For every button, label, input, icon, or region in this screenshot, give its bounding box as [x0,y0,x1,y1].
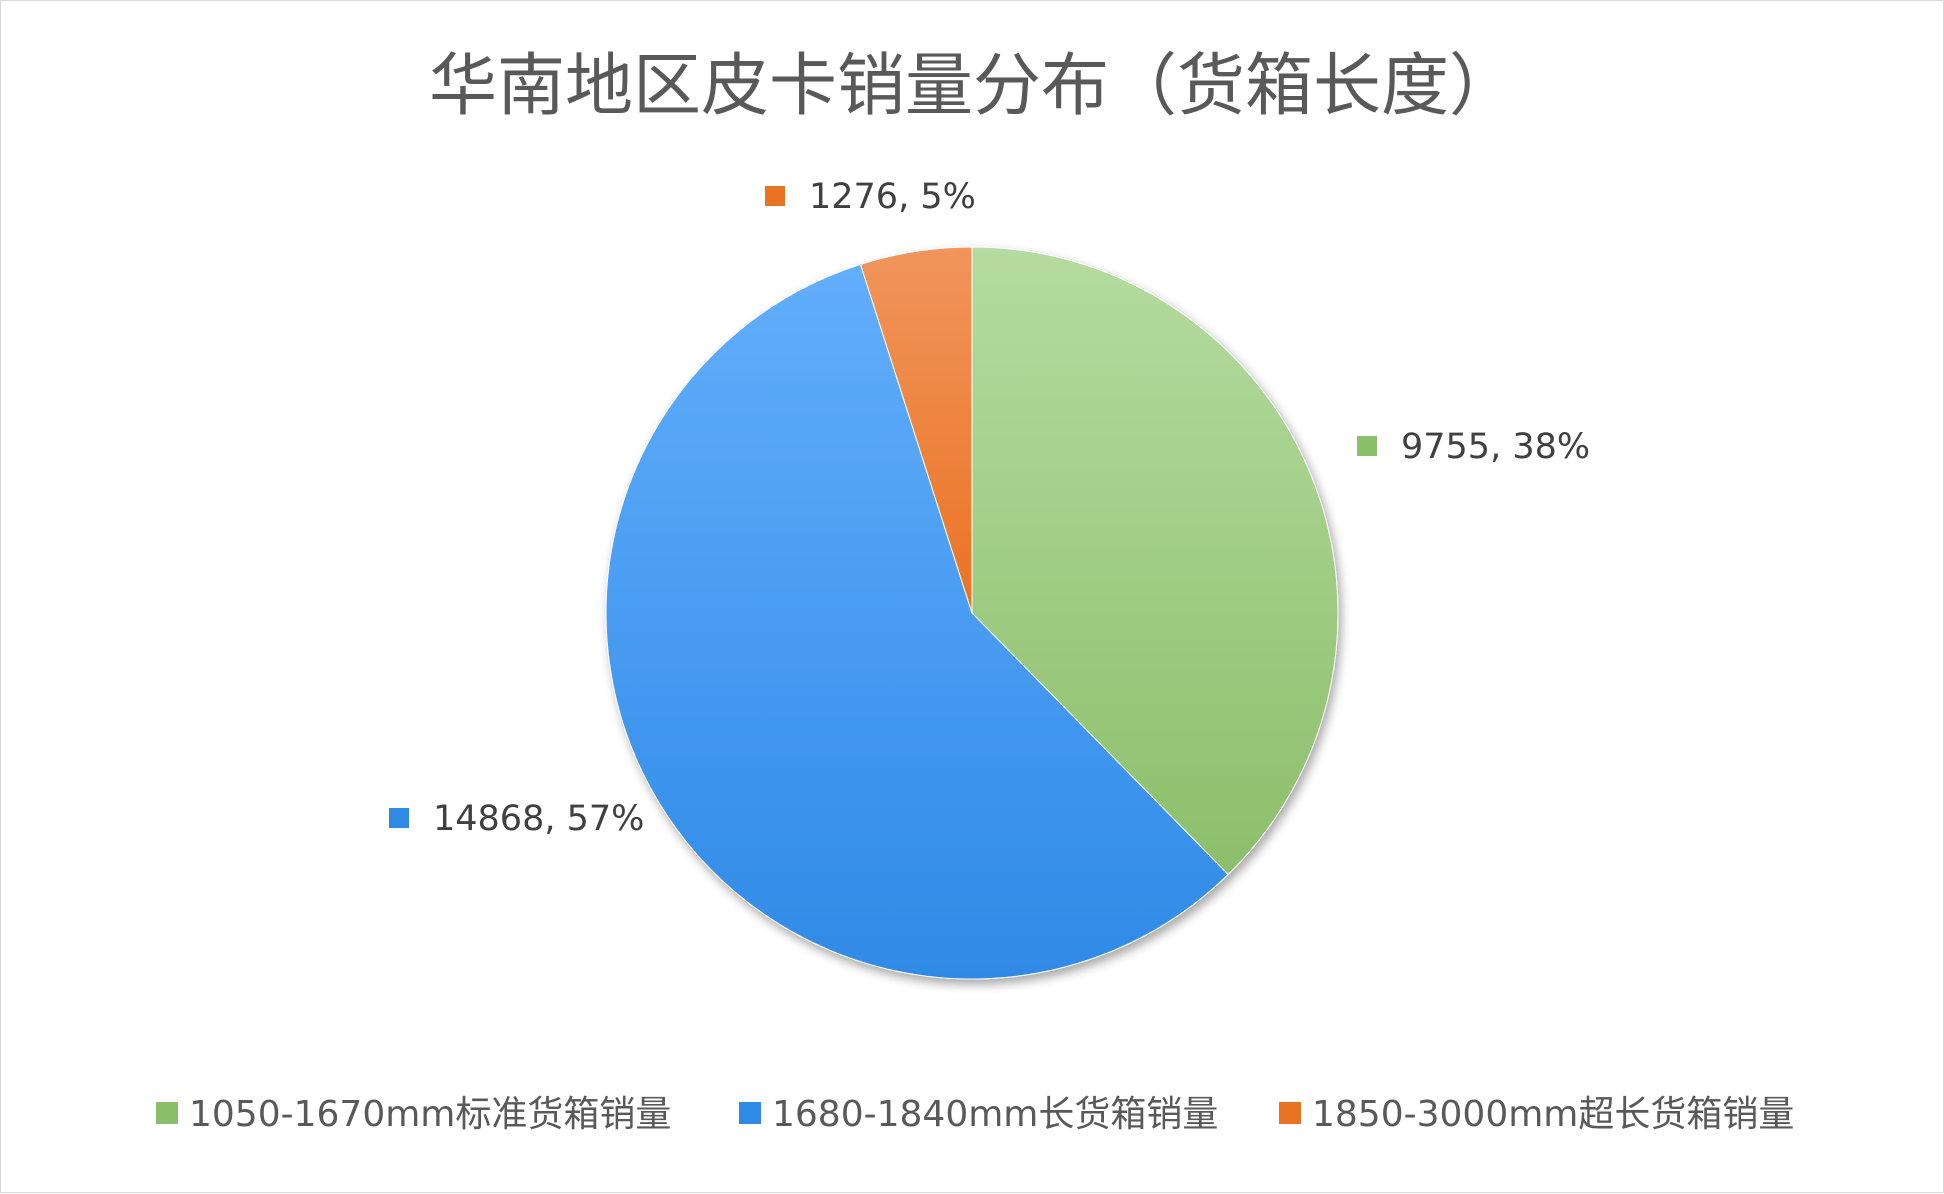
legend-label-orange: 1850-3000mm超长货箱销量 [1312,1094,1794,1135]
data-label-marker-green [1357,436,1377,456]
legend-label-green: 1050-1670mm标准货箱销量 [189,1094,671,1135]
data-label-green: 9755, 38% [1401,427,1590,467]
pie-slices [605,246,1339,980]
pie-slice-green [971,246,1339,876]
data-label-marker-blue [389,808,409,828]
legend-label-blue: 1680-1840mm长货箱销量 [772,1094,1218,1135]
data-label-marker-orange [765,186,785,206]
legend: 1050-1670mm标准货箱销量 1680-1840mm长货箱销量 1850-30… [156,1094,1794,1135]
pie-slice-blue [605,263,1229,980]
legend-swatch-blue [739,1102,761,1124]
pie-slice-orange [859,246,973,614]
legend-swatch-green [156,1102,178,1124]
data-label-orange: 1276, 5% [809,177,976,217]
data-label-blue: 14868, 57% [433,799,644,839]
data-labels: 9755, 38% 14868, 57% 1276, 5% [389,177,1590,839]
legend-swatch-orange [1279,1102,1301,1124]
chart-title: 华南地区皮卡销量分布（货箱长度） [429,47,1517,126]
